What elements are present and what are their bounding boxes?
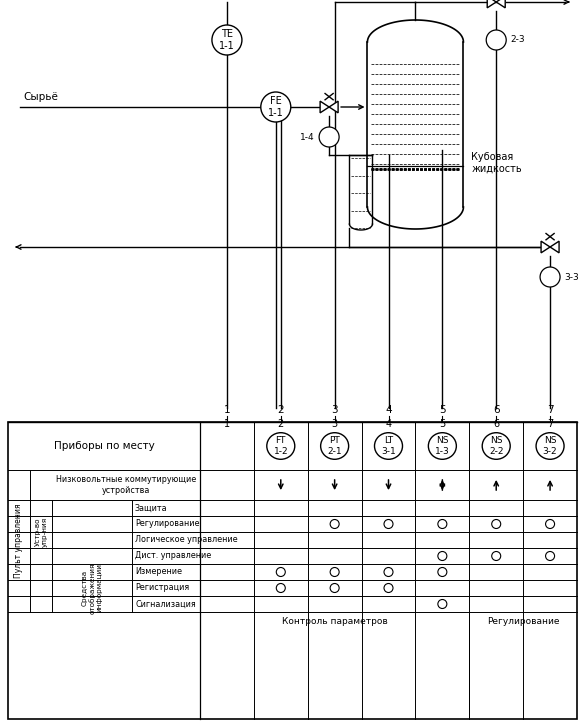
Circle shape xyxy=(384,584,393,593)
Text: 2: 2 xyxy=(278,419,284,429)
Circle shape xyxy=(330,568,339,577)
Text: Регулирование: Регулирование xyxy=(487,617,559,627)
Text: Сырьё: Сырьё xyxy=(23,92,58,102)
Circle shape xyxy=(276,584,285,593)
Text: FT
1-2: FT 1-2 xyxy=(273,436,288,456)
Ellipse shape xyxy=(267,433,295,459)
Ellipse shape xyxy=(374,433,402,459)
Text: Сигнализация: Сигнализация xyxy=(135,600,196,608)
Text: FE
1-1: FE 1-1 xyxy=(268,96,284,118)
Text: 4: 4 xyxy=(386,419,391,429)
Text: LT
3-1: LT 3-1 xyxy=(381,436,396,456)
Circle shape xyxy=(319,127,339,147)
Circle shape xyxy=(330,520,339,529)
Circle shape xyxy=(212,25,242,55)
Text: Пульт управления: Пульт управления xyxy=(15,504,23,578)
Ellipse shape xyxy=(321,433,349,459)
Text: PT
2-1: PT 2-1 xyxy=(328,436,342,456)
Circle shape xyxy=(384,568,393,577)
Circle shape xyxy=(438,600,447,608)
Text: 1-4: 1-4 xyxy=(300,132,314,142)
Circle shape xyxy=(438,568,447,577)
Polygon shape xyxy=(541,241,550,253)
Text: TE
1-1: TE 1-1 xyxy=(219,29,235,51)
Text: Логическое управление: Логическое управление xyxy=(135,536,238,545)
Text: Кубовая
жидкость: Кубовая жидкость xyxy=(472,152,522,173)
Ellipse shape xyxy=(428,433,456,459)
Circle shape xyxy=(438,552,447,561)
Text: 1: 1 xyxy=(224,419,230,429)
Circle shape xyxy=(492,520,501,529)
Text: NS
3-2: NS 3-2 xyxy=(543,436,558,456)
Text: 3: 3 xyxy=(331,405,338,415)
Text: 2-3: 2-3 xyxy=(510,36,525,44)
Text: Защита: Защита xyxy=(135,504,168,513)
Text: 2: 2 xyxy=(277,405,284,415)
Text: 3-3: 3-3 xyxy=(564,273,579,281)
Circle shape xyxy=(486,30,506,50)
Text: NS
1-3: NS 1-3 xyxy=(435,436,450,456)
Circle shape xyxy=(492,552,501,561)
Bar xyxy=(8,422,577,719)
Text: 6: 6 xyxy=(493,419,499,429)
Text: 5: 5 xyxy=(439,405,446,415)
Text: Устр-во
упр-ния: Устр-во упр-ния xyxy=(35,517,47,547)
Text: 7: 7 xyxy=(547,419,553,429)
Circle shape xyxy=(330,584,339,593)
Text: Дист. управление: Дист. управление xyxy=(135,552,211,561)
Text: 7: 7 xyxy=(547,405,553,415)
Circle shape xyxy=(384,520,393,529)
Circle shape xyxy=(261,92,291,122)
Text: 1: 1 xyxy=(223,405,230,415)
Polygon shape xyxy=(329,101,338,113)
Text: Средства
отображения
информации: Средства отображения информации xyxy=(81,562,102,614)
Text: Контроль параметров: Контроль параметров xyxy=(282,617,387,627)
Text: 6: 6 xyxy=(493,405,500,415)
Text: Приборы по месту: Приборы по месту xyxy=(54,441,154,451)
Circle shape xyxy=(540,267,560,287)
Text: NS
2-2: NS 2-2 xyxy=(489,436,504,456)
Circle shape xyxy=(546,520,555,529)
Polygon shape xyxy=(487,0,496,8)
Text: Регулирование: Регулирование xyxy=(135,520,199,529)
Text: Низковольтные коммутирующие
устройства: Низковольтные коммутирующие устройства xyxy=(56,475,196,494)
Circle shape xyxy=(438,520,447,529)
Text: 4: 4 xyxy=(385,405,392,415)
Text: 5: 5 xyxy=(439,419,446,429)
Circle shape xyxy=(546,552,555,561)
Ellipse shape xyxy=(536,433,564,459)
Polygon shape xyxy=(367,20,463,229)
Text: Регистрация: Регистрация xyxy=(135,584,190,593)
Ellipse shape xyxy=(482,433,510,459)
Polygon shape xyxy=(550,241,559,253)
Text: Измерение: Измерение xyxy=(135,568,182,577)
Polygon shape xyxy=(320,101,329,113)
Text: 3: 3 xyxy=(332,419,338,429)
Circle shape xyxy=(276,568,285,577)
Polygon shape xyxy=(496,0,505,8)
